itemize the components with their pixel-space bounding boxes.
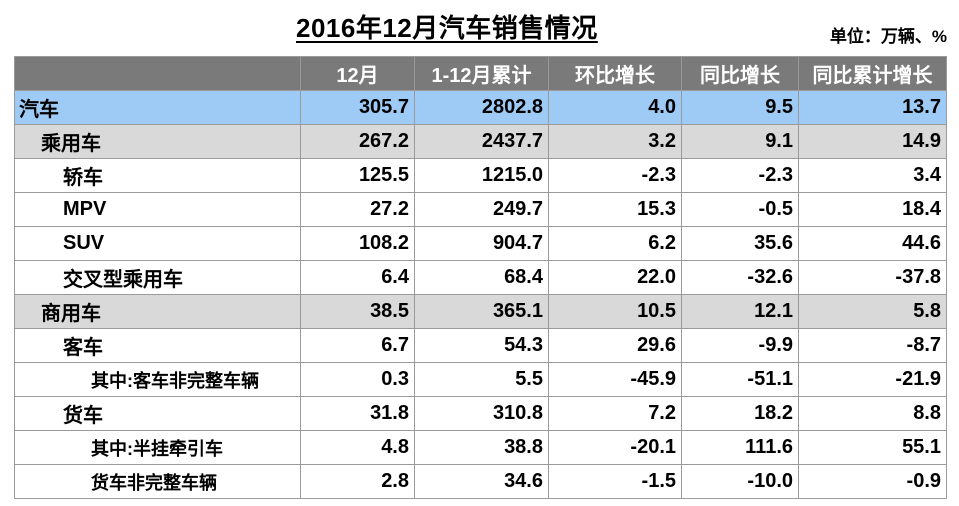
- table-row: 其中:半挂牵引车 4.8 38.8 -20.1 111.6 55.1: [14, 430, 947, 465]
- header-cumulative: 1-12月累计: [414, 56, 549, 91]
- cell-month: 125.5: [300, 158, 415, 193]
- row-label: 交叉型乘用车: [14, 260, 301, 295]
- cell-yoy-growth: -10.0: [681, 464, 799, 499]
- row-label: 汽车: [14, 90, 301, 125]
- cell-yoy-cumulative-growth: 44.6: [798, 226, 947, 261]
- cell-mom-growth: -2.3: [548, 158, 682, 193]
- table-row: 交叉型乘用车 6.4 68.4 22.0 -32.6 -37.8: [14, 260, 947, 295]
- cell-yoy-cumulative-growth: 14.9: [798, 124, 947, 159]
- unit-note: 单位：万辆、%: [829, 27, 947, 46]
- cell-yoy-cumulative-growth: -21.9: [798, 362, 947, 397]
- cell-month: 108.2: [300, 226, 415, 261]
- cell-month: 2.8: [300, 464, 415, 499]
- cell-month: 38.5: [300, 294, 415, 329]
- table-row: SUV 108.2 904.7 6.2 35.6 44.6: [14, 226, 947, 261]
- cell-cumulative: 68.4: [414, 260, 549, 295]
- table-row: 货车非完整车辆 2.8 34.6 -1.5 -10.0 -0.9: [14, 464, 947, 499]
- cell-yoy-cumulative-growth: 18.4: [798, 192, 947, 227]
- header-mom-growth: 环比增长: [548, 56, 682, 91]
- cell-mom-growth: 6.2: [548, 226, 682, 261]
- cell-yoy-cumulative-growth: -0.9: [798, 464, 947, 499]
- cell-mom-growth: 15.3: [548, 192, 682, 227]
- cell-mom-growth: -20.1: [548, 430, 682, 465]
- header-month: 12月: [300, 56, 415, 91]
- cell-yoy-growth: 111.6: [681, 430, 799, 465]
- row-label: MPV: [14, 192, 301, 227]
- cell-yoy-growth: -51.1: [681, 362, 799, 397]
- cell-month: 6.7: [300, 328, 415, 363]
- cell-month: 4.8: [300, 430, 415, 465]
- table-row: 商用车 38.5 365.1 10.5 12.1 5.8: [14, 294, 947, 329]
- cell-yoy-cumulative-growth: -8.7: [798, 328, 947, 363]
- cell-cumulative: 2437.7: [414, 124, 549, 159]
- cell-yoy-growth: -2.3: [681, 158, 799, 193]
- cell-yoy-growth: 9.5: [681, 90, 799, 125]
- cell-month: 31.8: [300, 396, 415, 431]
- sales-table: 12月 1-12月累计 环比增长 同比增长 同比累计增长 汽车 305.7 2802…: [14, 56, 947, 499]
- table-row: 汽车 305.7 2802.8 4.0 9.5 13.7: [14, 90, 947, 125]
- cell-month: 27.2: [300, 192, 415, 227]
- cell-mom-growth: 22.0: [548, 260, 682, 295]
- cell-month: 0.3: [300, 362, 415, 397]
- cell-yoy-growth: 18.2: [681, 396, 799, 431]
- cell-yoy-growth: 12.1: [681, 294, 799, 329]
- table-row: MPV 27.2 249.7 15.3 -0.5 18.4: [14, 192, 947, 227]
- cell-cumulative: 904.7: [414, 226, 549, 261]
- cell-yoy-growth: -32.6: [681, 260, 799, 295]
- row-label: 客车: [14, 328, 301, 363]
- table-header-row: 12月 1-12月累计 环比增长 同比增长 同比累计增长: [14, 56, 947, 91]
- row-label: 商用车: [14, 294, 301, 329]
- header-blank: [14, 56, 301, 91]
- table-row: 乘用车 267.2 2437.7 3.2 9.1 14.9: [14, 124, 947, 159]
- row-label: 乘用车: [14, 124, 301, 159]
- cell-yoy-growth: -0.5: [681, 192, 799, 227]
- cell-yoy-cumulative-growth: -37.8: [798, 260, 947, 295]
- row-label: 轿车: [14, 158, 301, 193]
- table-body: 汽车 305.7 2802.8 4.0 9.5 13.7 乘用车 267.2 2437.7 3.2…: [14, 90, 947, 499]
- cell-month: 305.7: [300, 90, 415, 125]
- cell-mom-growth: -45.9: [548, 362, 682, 397]
- cell-mom-growth: -1.5: [548, 464, 682, 499]
- table-row: 轿车 125.5 1215.0 -2.3 -2.3 3.4: [14, 158, 947, 193]
- cell-yoy-cumulative-growth: 8.8: [798, 396, 947, 431]
- table-row: 货车 31.8 310.8 7.2 18.2 8.8: [14, 396, 947, 431]
- cell-cumulative: 310.8: [414, 396, 549, 431]
- cell-mom-growth: 29.6: [548, 328, 682, 363]
- cell-yoy-growth: -9.9: [681, 328, 799, 363]
- header-yoy-growth: 同比增长: [681, 56, 799, 91]
- header-yoy-cumulative-growth: 同比累计增长: [798, 56, 947, 91]
- cell-cumulative: 249.7: [414, 192, 549, 227]
- cell-yoy-cumulative-growth: 5.8: [798, 294, 947, 329]
- row-label: SUV: [14, 226, 301, 261]
- row-label: 其中:客车非完整车辆: [14, 362, 301, 397]
- cell-mom-growth: 3.2: [548, 124, 682, 159]
- cell-yoy-cumulative-growth: 55.1: [798, 430, 947, 465]
- row-label: 货车非完整车辆: [14, 464, 301, 499]
- cell-yoy-growth: 9.1: [681, 124, 799, 159]
- cell-yoy-cumulative-growth: 3.4: [798, 158, 947, 193]
- cell-mom-growth: 10.5: [548, 294, 682, 329]
- cell-mom-growth: 4.0: [548, 90, 682, 125]
- cell-cumulative: 2802.8: [414, 90, 549, 125]
- cell-cumulative: 34.6: [414, 464, 549, 499]
- cell-cumulative: 5.5: [414, 362, 549, 397]
- cell-month: 6.4: [300, 260, 415, 295]
- page-title: 2016年12月汽车销售情况: [296, 13, 598, 43]
- table-row: 客车 6.7 54.3 29.6 -9.9 -8.7: [14, 328, 947, 363]
- table-row: 其中:客车非完整车辆 0.3 5.5 -45.9 -51.1 -21.9: [14, 362, 947, 397]
- row-label: 其中:半挂牵引车: [14, 430, 301, 465]
- cell-cumulative: 1215.0: [414, 158, 549, 193]
- cell-yoy-growth: 35.6: [681, 226, 799, 261]
- cell-cumulative: 365.1: [414, 294, 549, 329]
- cell-cumulative: 38.8: [414, 430, 549, 465]
- cell-yoy-cumulative-growth: 13.7: [798, 90, 947, 125]
- cell-mom-growth: 7.2: [548, 396, 682, 431]
- row-label: 货车: [14, 396, 301, 431]
- cell-cumulative: 54.3: [414, 328, 549, 363]
- cell-month: 267.2: [300, 124, 415, 159]
